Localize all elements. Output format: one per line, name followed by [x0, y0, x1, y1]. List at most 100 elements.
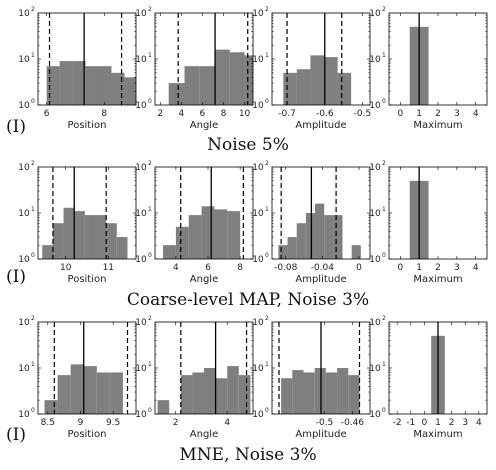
- x-axis-label: Amplitude: [295, 274, 346, 285]
- histogram-bars: [278, 203, 361, 259]
- histogram-bar: [310, 55, 325, 105]
- histogram-bar: [111, 72, 125, 105]
- x-axis-label: Position: [68, 274, 107, 285]
- histogram-bar: [337, 368, 349, 414]
- histogram-bars: [157, 366, 251, 414]
- histogram-bars: [163, 206, 241, 259]
- x-tick-label: -0.08: [274, 263, 298, 273]
- x-tick-label: 4: [476, 418, 482, 428]
- histogram-bar: [278, 245, 288, 259]
- histogram-bar: [124, 77, 136, 105]
- x-tick-label: -0.7: [278, 109, 296, 119]
- y-tick-exponent: 0: [31, 407, 35, 414]
- y-tick-label: 10 2: [18, 160, 35, 173]
- y-tick-label: 10 2: [135, 6, 152, 19]
- x-tick-label: 2: [435, 263, 441, 273]
- histogram-bar: [157, 400, 170, 414]
- histogram-bar: [63, 207, 75, 259]
- x-tick-label: 10: [60, 263, 72, 273]
- x-tick-label: 11: [103, 263, 114, 273]
- histogram-bar: [199, 66, 216, 105]
- x-tick-label: -0.04: [311, 263, 335, 273]
- histogram-bar: [74, 211, 85, 259]
- y-tick-label: 10 0: [252, 252, 269, 265]
- row-marker: (I): [6, 117, 26, 137]
- histogram-bar: [180, 375, 193, 414]
- x-tick-label: -0.5: [316, 418, 334, 428]
- histogram-bar: [303, 372, 315, 414]
- y-tick-label: 10 1: [135, 361, 152, 374]
- y-tick-base: 10: [369, 163, 381, 173]
- x-tick-label: -0.46: [341, 418, 365, 428]
- y-tick-exponent: 1: [148, 52, 152, 59]
- y-tick-exponent: 2: [265, 315, 269, 322]
- y-tick-base: 10: [369, 101, 381, 111]
- x-tick-label: -1: [406, 418, 415, 428]
- y-tick-label: 10 0: [252, 407, 269, 420]
- histogram-bar: [57, 375, 71, 414]
- y-tick-label: 10 0: [18, 98, 35, 111]
- histogram-bars: [168, 49, 253, 105]
- x-tick-label: 3: [454, 109, 460, 119]
- x-tick-label: 6: [44, 109, 50, 119]
- x-tick-label: 8: [221, 109, 227, 119]
- histogram-bars: [283, 55, 352, 105]
- y-tick-label: 10 1: [252, 361, 269, 374]
- histogram-bar: [116, 237, 128, 259]
- y-tick-label: 10 0: [369, 252, 386, 265]
- y-tick-exponent: 0: [265, 407, 269, 414]
- y-tick-label: 10 2: [135, 315, 152, 328]
- histogram-bar: [305, 213, 316, 259]
- histogram-bar: [201, 206, 215, 259]
- histogram-bar: [204, 368, 216, 414]
- histogram-bar: [106, 223, 117, 259]
- histogram-bar: [281, 378, 293, 414]
- y-tick-label: 10 1: [369, 206, 386, 219]
- y-tick-exponent: 0: [148, 98, 152, 105]
- x-tick-label: -2: [393, 418, 402, 428]
- x-tick-label: 3: [462, 418, 468, 428]
- histogram-bar: [325, 372, 338, 414]
- y-tick-label: 10 1: [252, 206, 269, 219]
- x-tick-label: 4: [173, 263, 179, 273]
- x-tick-label: 2: [173, 418, 179, 428]
- histogram-bar: [314, 368, 326, 414]
- y-tick-exponent: 2: [382, 6, 386, 13]
- y-tick-base: 10: [135, 318, 147, 328]
- histogram-bar: [44, 400, 58, 414]
- y-tick-base: 10: [252, 410, 264, 420]
- y-tick-base: 10: [369, 9, 381, 19]
- histogram-bar: [229, 52, 245, 105]
- x-tick-label: 9: [78, 418, 84, 428]
- y-tick-base: 10: [18, 364, 30, 374]
- y-tick-exponent: 2: [148, 6, 152, 13]
- x-tick-label: 10: [239, 109, 251, 119]
- y-tick-base: 10: [18, 55, 30, 65]
- y-tick-exponent: 2: [265, 6, 269, 13]
- histogram-bar: [52, 223, 64, 259]
- x-tick-label: 3: [454, 263, 460, 273]
- x-tick-label: 4: [224, 418, 230, 428]
- y-tick-base: 10: [135, 364, 147, 374]
- y-tick-base: 10: [252, 209, 264, 219]
- x-axis-label: Position: [68, 429, 107, 440]
- histogram-bar: [238, 375, 251, 414]
- histogram-bar: [188, 215, 202, 259]
- histogram-bar: [337, 72, 352, 105]
- y-tick-base: 10: [18, 255, 30, 265]
- x-tick-label: 0: [397, 109, 403, 119]
- y-tick-exponent: 1: [148, 206, 152, 213]
- histogram-bar: [214, 209, 228, 259]
- x-axis-label: Angle: [190, 274, 218, 285]
- x-tick-label: 9.5: [106, 418, 120, 428]
